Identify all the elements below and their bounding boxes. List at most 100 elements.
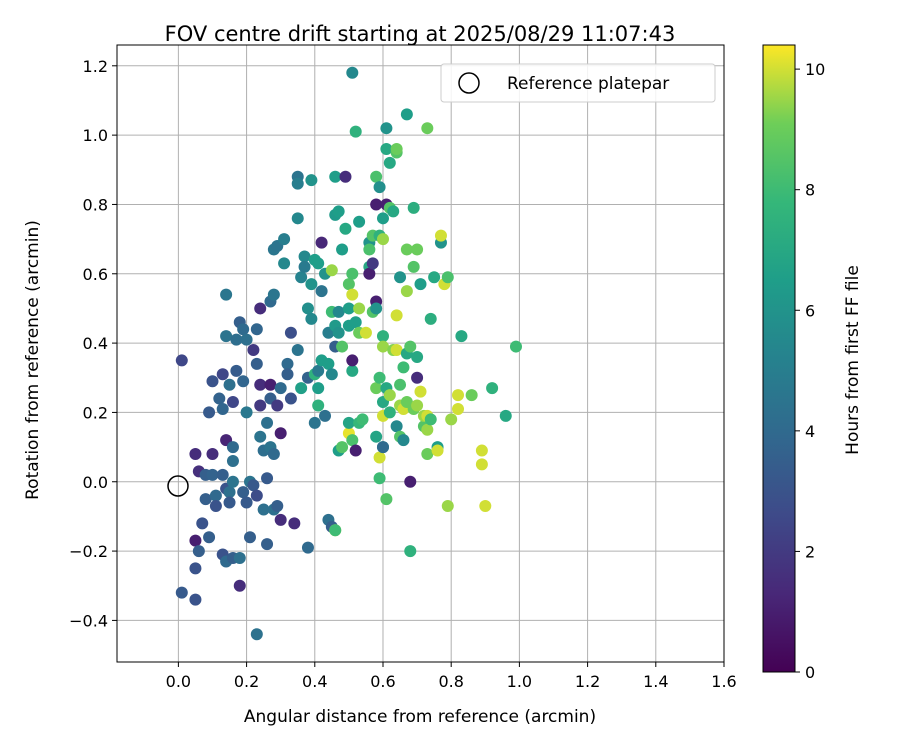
scatter-point [411,371,424,384]
scatter-point [479,500,492,513]
scatter-point [346,354,359,367]
scatter-point [329,524,342,537]
scatter-point [226,441,239,454]
scatter-point [206,375,219,388]
scatter-point [404,475,417,488]
scatter-point [278,233,291,246]
scatter-point [315,236,328,249]
scatter-point [332,326,345,339]
x-tick-label: 0.6 [370,672,395,691]
scatter-point [308,416,321,429]
scatter-point [220,330,233,343]
scatter-point [452,389,465,402]
scatter-point [336,243,349,256]
scatter-point [486,382,499,395]
scatter-point [247,479,260,492]
scatter-point [284,326,297,339]
scatter-point [342,302,355,315]
scatter-point [189,448,202,461]
scatter-point [445,413,458,426]
scatter-point [346,364,359,377]
scatter-point [226,475,239,488]
scatter-point [411,243,424,256]
scatter-point [407,201,420,214]
x-tick-label: 1.0 [507,672,532,691]
colorbar-tick-label: 0 [805,663,815,682]
scatter-point [230,333,243,346]
x-axis-label: Angular distance from reference (arcmin) [244,707,596,727]
y-tick-label: 1.0 [83,126,108,145]
scatter-point [383,406,396,419]
scatter-point [400,285,413,298]
scatter-point [325,264,338,277]
scatter-point [312,364,325,377]
scatter-point [373,371,386,384]
scatter-point [400,108,413,121]
scatter-point [322,357,335,370]
scatter-point [421,122,434,135]
scatter-point [305,312,318,325]
scatter-point [441,500,454,513]
scatter-point [329,170,342,183]
scatter-point [441,271,454,284]
scatter-point [376,212,389,225]
scatter-point [274,427,287,440]
scatter-point [295,382,308,395]
scatter-point [397,434,410,447]
scatter-point [373,472,386,485]
scatter-point [213,392,226,405]
scatter-point [250,357,263,370]
scatter-point [305,278,318,291]
scatter-point [274,513,287,526]
scatter-point [261,416,274,429]
scatter-point [452,402,465,415]
scatter-point [475,444,488,457]
scatter-point [455,330,468,343]
scatter-point [336,441,349,454]
y-tick-label: −0.2 [69,542,108,561]
scatter-point [223,378,236,391]
scatter-point [254,302,267,315]
scatter-point [332,205,345,218]
colorbar-tick-label: 2 [805,542,815,561]
scatter-point [199,493,212,506]
scatter-point [370,170,383,183]
scatter-point [376,340,389,353]
scatter-points [175,66,522,641]
scatter-point [342,416,355,429]
scatter-point [216,368,229,381]
scatter-point [376,441,389,454]
colorbar-tick-label: 10 [805,60,825,79]
scatter-point [370,198,383,211]
scatter-point [431,444,444,457]
scatter-point [223,496,236,509]
scatter-point [359,326,372,339]
scatter-point [356,413,369,426]
scatter-point [373,181,386,194]
scatter-point [339,222,352,235]
scatter-point [281,357,294,370]
scatter-point [288,517,301,530]
scatter-point [387,205,400,218]
scatter-point [250,489,263,502]
scatter-point [240,333,253,346]
scatter-point [233,579,246,592]
scatter-point [346,66,359,79]
y-tick-label: 0.6 [83,265,108,284]
scatter-point [376,330,389,343]
scatter-point [400,243,413,256]
scatter-point [220,288,233,301]
scatter-point [346,288,359,301]
x-axis: 0.0 0.2 0.4 0.6 0.8 1.0 1.2 1.4 1.6 [166,662,737,691]
x-tick-label: 1.6 [711,672,736,691]
scatter-point [301,302,314,315]
scatter-point [434,229,447,242]
scatter-point [237,323,250,336]
scatter-point [226,454,239,467]
scatter-point [383,389,396,402]
scatter-point [312,382,325,395]
scatter-point [247,344,260,357]
scatter-point [192,545,205,558]
scatter-point [206,468,219,481]
scatter-point [353,215,366,228]
